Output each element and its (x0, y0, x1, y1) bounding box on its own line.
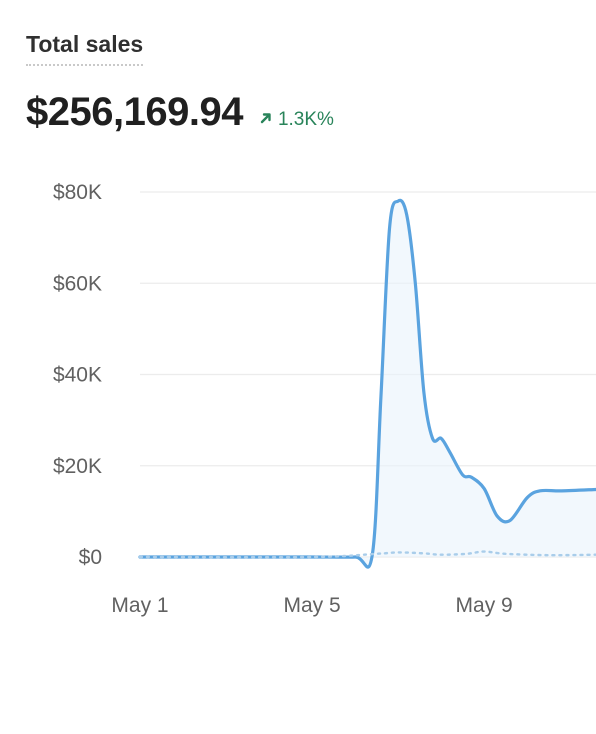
x-tick-label: May 1 (111, 594, 168, 617)
sales-line-chart[interactable]: $0 $20K $40K $60K $80K May 1 May 5 May 9 (0, 160, 596, 640)
delta-badge: 1.3K% (259, 109, 334, 131)
y-tick-label: $60K (53, 272, 102, 295)
x-axis-ticks: May 1 May 5 May 9 (111, 594, 512, 617)
total-sales-value: $256,169.94 (26, 90, 243, 134)
y-tick-label: $40K (53, 364, 102, 387)
chart-series (138, 198, 596, 569)
y-tick-label: $20K (53, 455, 102, 478)
x-tick-label: May 9 (456, 594, 513, 617)
metric-row: $256,169.94 1.3K% (26, 90, 334, 135)
x-tick-label: May 5 (283, 594, 340, 617)
sales-line (138, 198, 596, 569)
card-title[interactable]: Total sales (26, 30, 144, 66)
delta-value: 1.3K% (277, 109, 334, 130)
series-area (140, 200, 596, 568)
comparison-line (138, 550, 596, 559)
y-tick-label: $80K (53, 181, 102, 204)
y-tick-label: $0 (79, 546, 102, 569)
y-axis-ticks: $0 $20K $40K $60K $80K (53, 181, 102, 569)
arrow-up-right-icon (259, 109, 273, 131)
